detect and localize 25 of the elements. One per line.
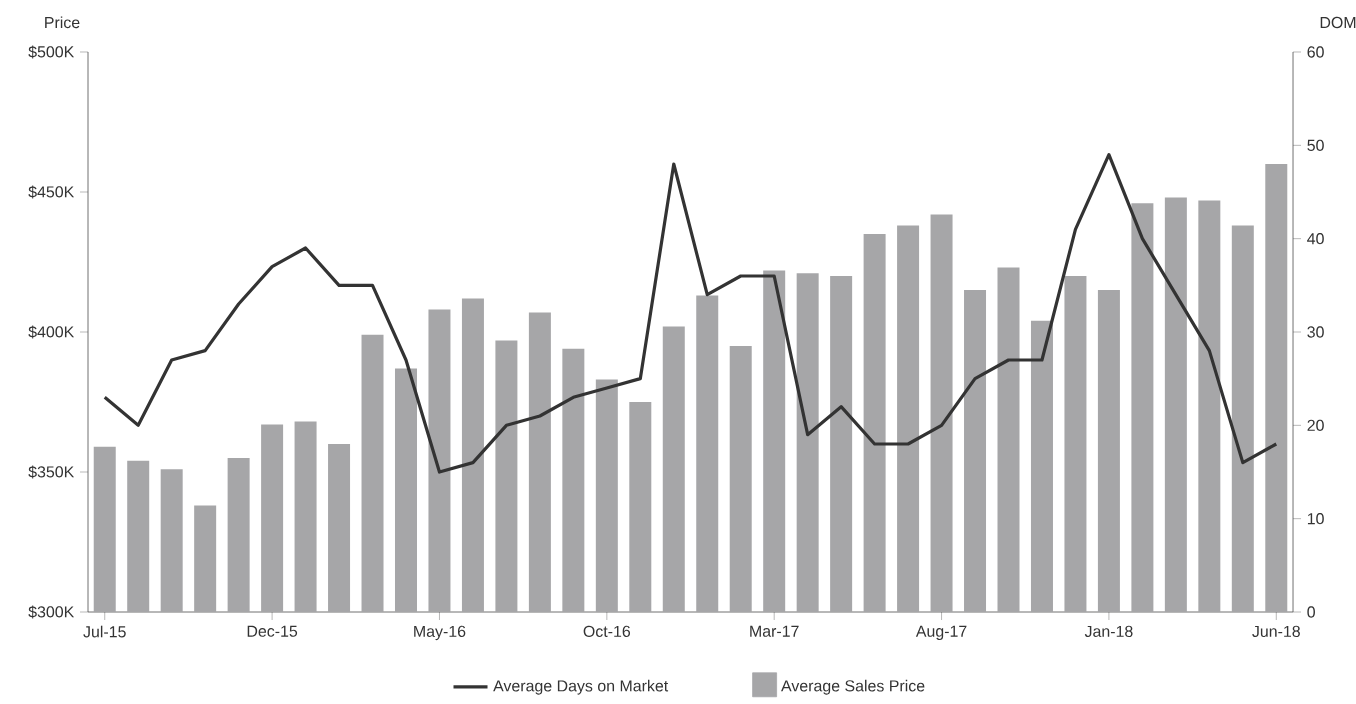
y2-tick-label: 50 [1307, 139, 1324, 151]
y-tick-label: $300K [28, 605, 75, 619]
x-tick-label: Oct-16 [583, 625, 631, 637]
y-tick-label: $450K [28, 185, 75, 199]
y2-tick-label: 20 [1307, 419, 1324, 431]
legend-label: Average Sales Price [781, 679, 925, 695]
x-tick-label: Mar-17 [750, 625, 799, 637]
y2-tick-label: 0 [1307, 606, 1315, 618]
y-tick-label: $400K [28, 325, 75, 339]
y2-tick-label: 60 [1307, 46, 1324, 58]
x-tick-label: Dec-15 [247, 625, 298, 637]
y2-axis-title: DOM [1320, 16, 1356, 29]
x-tick-label: Jul-15 [83, 625, 126, 638]
y2-tick-label: 30 [1307, 326, 1324, 338]
y-tick-label: $350K [28, 465, 75, 479]
legend-label: Average Days on Market [493, 679, 669, 695]
y-axis-title: Price [45, 16, 80, 29]
x-tick-label: Jan-18 [1084, 625, 1133, 637]
x-tick-label: May-16 [414, 625, 466, 641]
y2-tick-label: 10 [1307, 513, 1324, 525]
line-series [103, 153, 1278, 474]
y-tick-label: $500K [28, 45, 75, 59]
x-tick-label: Aug-17 [915, 625, 967, 640]
x-tick-label: Jun-18 [1252, 625, 1300, 637]
y2-tick-label: 40 [1307, 233, 1324, 245]
